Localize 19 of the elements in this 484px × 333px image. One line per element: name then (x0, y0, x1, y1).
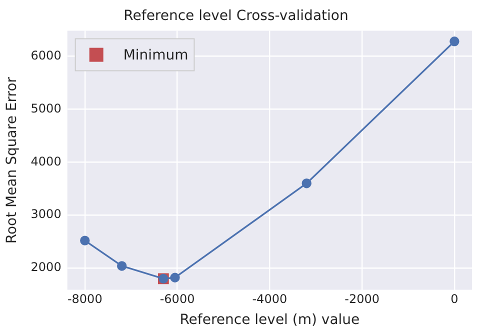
y-tick-label: 5000 (30, 101, 62, 116)
x-tick-label: -4000 (252, 292, 288, 306)
x-tick-label: 0 (450, 292, 458, 306)
point (80, 236, 90, 246)
x-tick-label: -2000 (344, 292, 380, 306)
point (170, 272, 180, 282)
y-axis-title: Root Mean Square Error (4, 76, 20, 244)
legend-label: Minimum (123, 47, 188, 64)
chart-title: Reference level Cross-validation (124, 8, 348, 24)
y-tick-label: 3000 (30, 207, 62, 222)
y-tick-label: 6000 (30, 48, 62, 62)
point (450, 36, 460, 46)
point (117, 261, 127, 271)
point (302, 178, 312, 188)
y-tick-label: 4000 (30, 154, 62, 168)
x-tick-label: -8000 (67, 292, 102, 306)
x-tick-label: -6000 (160, 292, 195, 306)
y-tick-label: 2000 (30, 260, 62, 274)
x-axis-title: Reference level (m) value (180, 312, 360, 328)
